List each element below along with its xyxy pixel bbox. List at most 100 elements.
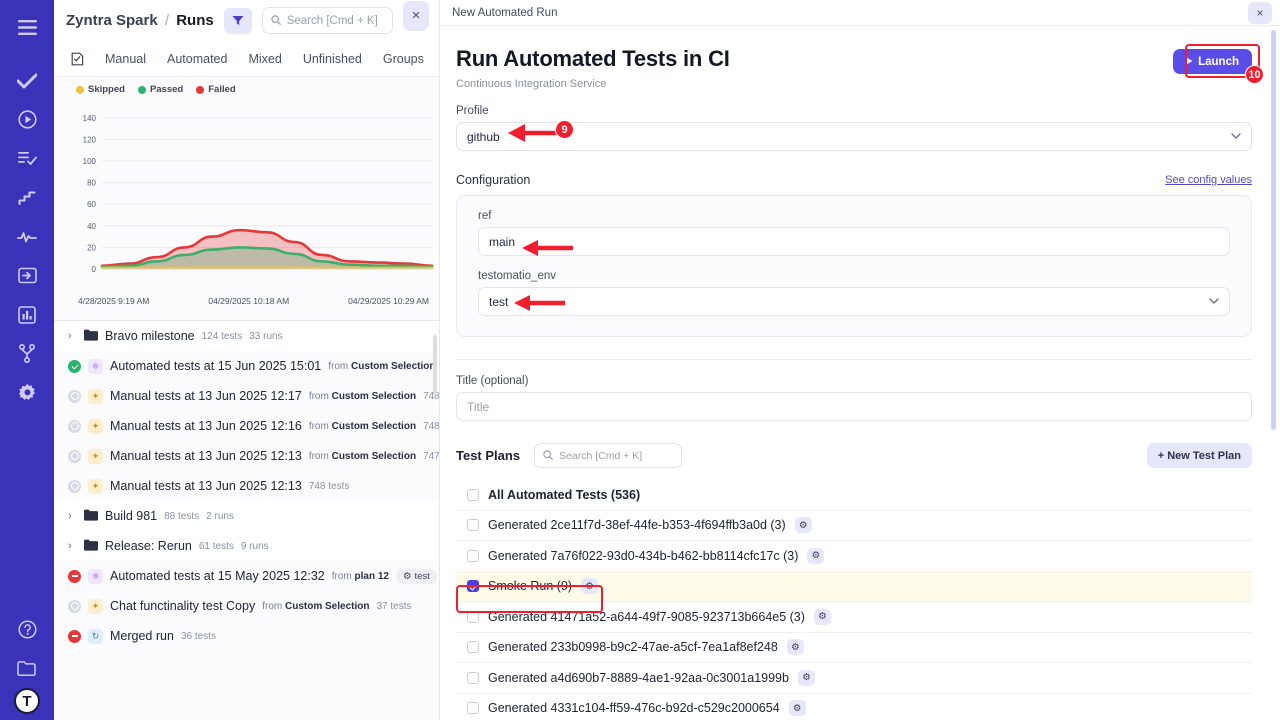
chart-x-axis: 4/28/2025 9:19 AM 04/29/2025 10:18 AM 04… <box>60 294 439 306</box>
run-row[interactable]: ✦ Manual tests at 13 Jun 2025 12:13 748 te… <box>54 471 439 501</box>
run-run-count: 2 runs <box>206 510 234 522</box>
tab-manual[interactable]: Manual <box>105 51 146 66</box>
test-plan-row[interactable]: Generated 7a76f022-93d0-434b-b462-bb8114… <box>456 541 1252 572</box>
stairs-icon[interactable] <box>0 178 54 217</box>
test-plan-row[interactable]: Generated 233b0998-b9c2-47ae-a5cf-7ea1af… <box>456 633 1252 663</box>
run-status-icon <box>68 389 81 403</box>
play-circle-icon[interactable] <box>0 100 54 139</box>
gear-icon[interactable]: ⚙ <box>794 517 812 534</box>
chevron-right-icon[interactable]: › <box>68 510 72 522</box>
activity-pulse-icon[interactable] <box>0 217 54 256</box>
legend-label-failed: Failed <box>208 84 236 95</box>
chevron-right-icon[interactable]: › <box>68 330 72 342</box>
folder-row[interactable]: › Release: Rerun 61 tests 9 runs <box>54 531 439 561</box>
run-name: Build 981 <box>105 509 158 523</box>
gear-icon[interactable]: ⚙ <box>807 547 825 564</box>
test-plan-checkbox[interactable] <box>467 580 479 593</box>
chevron-right-icon[interactable]: › <box>68 540 72 552</box>
test-plan-row[interactable]: Generated 2ce11f7d-38ef-44fe-b353-4f694f… <box>456 511 1252 541</box>
gear-icon[interactable]: ⚙ <box>788 700 806 717</box>
run-name: Release: Rerun <box>105 539 192 553</box>
test-plan-checkbox[interactable] <box>467 702 479 715</box>
ref-value: main <box>489 234 516 249</box>
list-check-icon[interactable] <box>0 139 54 178</box>
legend-dot-passed <box>137 85 146 94</box>
test-plan-row[interactable]: Generated 4331c104-ff59-476c-b92d-c529c2… <box>456 694 1252 720</box>
left-panel-scrollbar[interactable] <box>433 335 437 395</box>
tab-groups[interactable]: Groups <box>382 51 424 66</box>
breadcrumb-separator: / <box>164 12 170 29</box>
checklist-icon[interactable] <box>70 52 84 66</box>
test-plan-name: Generated 233b0998-b9c2-47ae-a5cf-7ea1af… <box>488 640 778 655</box>
run-status-icon <box>68 569 81 583</box>
test-plan-name: Generated 4331c104-ff59-476c-b92d-c529c2… <box>488 701 780 716</box>
check-icon[interactable] <box>0 61 54 100</box>
git-branch-icon[interactable] <box>0 334 54 373</box>
svg-text:100: 100 <box>83 157 97 166</box>
test-plan-row[interactable]: Smoke Run (9) ⚙ <box>456 571 1252 602</box>
close-icon[interactable]: × <box>403 0 429 31</box>
login-box-icon[interactable] <box>0 256 54 295</box>
run-row[interactable]: ✦ Manual tests at 13 Jun 2025 12:13 from C… <box>54 441 439 471</box>
section-divider <box>456 359 1252 360</box>
run-row[interactable]: ⚛ Automated tests at 15 May 2025 12:32 fro… <box>54 561 439 591</box>
runs-list: › Bravo milestone 124 tests 33 runs ⚛ Automat… <box>54 321 439 651</box>
run-test-count: 748 tests <box>308 480 350 492</box>
launch-button[interactable]: Launch <box>1173 49 1252 74</box>
x-tick-2: 04/29/2025 10:29 AM <box>348 296 429 306</box>
test-plan-checkbox[interactable] <box>467 641 479 654</box>
tab-unfinished[interactable]: Unfinished <box>302 51 362 66</box>
gear-icon[interactable]: ⚙ <box>797 669 815 686</box>
run-name: Automated tests at 15 May 2025 12:32 <box>110 569 325 583</box>
folder-row[interactable]: › Build 981 88 tests 2 runs <box>54 501 439 531</box>
test-plan-row[interactable]: Generated a4d690b7-8889-4ae1-92aa-0c3001… <box>456 663 1252 694</box>
run-row[interactable]: ✦ Manual tests at 13 Jun 2025 12:17 from C… <box>54 381 439 411</box>
search-icon <box>271 12 281 30</box>
run-source: from plan 12 <box>331 570 389 582</box>
tab-automated[interactable]: Automated <box>167 51 228 66</box>
test-plan-checkbox[interactable] <box>467 488 479 501</box>
gear-icon[interactable] <box>0 373 54 412</box>
testomatio-env-label: testomatio_env <box>478 270 556 282</box>
new-test-plan-button[interactable]: + New Test Plan <box>1146 443 1252 468</box>
modal-scrollbar[interactable] <box>1271 30 1276 430</box>
gear-icon[interactable]: ⚙ <box>786 639 804 656</box>
close-icon[interactable]: × <box>1248 1 1272 24</box>
run-type-icon: ✦ <box>88 478 103 494</box>
run-row[interactable]: ↻ Merged run 36 tests <box>54 621 439 651</box>
bar-chart-icon[interactable] <box>0 295 54 334</box>
help-circle-icon[interactable] <box>0 610 54 649</box>
test-plan-checkbox[interactable] <box>467 610 479 623</box>
breadcrumb-project[interactable]: Zyntra Spark <box>66 12 158 29</box>
gear-icon[interactable]: ⚙ <box>581 578 599 595</box>
test-plan-name: Generated 7a76f022-93d0-434b-b462-bb8114… <box>488 548 799 563</box>
run-tag[interactable]: ⚙ test <box>395 568 437 584</box>
run-test-count: 124 tests <box>201 330 243 342</box>
run-status-icon <box>68 419 81 433</box>
test-plan-row[interactable]: All Automated Tests (536) <box>456 480 1252 511</box>
gear-icon[interactable]: ⚙ <box>813 608 831 625</box>
ref-input[interactable]: main <box>478 227 1230 256</box>
legend-item-failed: Failed <box>196 84 236 95</box>
folder-icon[interactable] <box>0 649 54 688</box>
test-plan-checkbox[interactable] <box>467 671 479 684</box>
test-plan-checkbox[interactable] <box>467 519 479 532</box>
hamburger-menu-icon[interactable] <box>0 8 54 47</box>
title-input[interactable]: Title <box>456 392 1252 421</box>
run-row[interactable]: ⚛ Automated tests at 15 Jun 2025 15:01 fro… <box>54 351 439 381</box>
test-plan-row[interactable]: Generated 41471a52-a644-49f7-9085-923713… <box>456 602 1252 633</box>
testomatio-env-select[interactable]: test <box>478 287 1230 316</box>
run-row[interactable]: ✦ Chat functinality test Copy from Custom … <box>54 591 439 621</box>
run-row[interactable]: ✦ Manual tests at 13 Jun 2025 12:16 from C… <box>54 411 439 441</box>
folder-row[interactable]: › Bravo milestone 124 tests 33 runs <box>54 321 439 351</box>
search-input[interactable]: Search [Cmd + K] <box>261 7 393 34</box>
folder-icon <box>84 509 98 524</box>
user-avatar[interactable]: T <box>14 688 40 714</box>
filter-icon[interactable] <box>223 7 252 34</box>
tab-mixed[interactable]: Mixed <box>248 51 282 66</box>
breadcrumb: Zyntra Spark / Runs <box>66 12 214 29</box>
see-config-values-link[interactable]: See config values <box>1165 174 1252 186</box>
test-plan-checkbox[interactable] <box>467 549 479 562</box>
test-plans-search-input[interactable]: Search [Cmd + K] <box>534 443 683 468</box>
profile-select[interactable]: github <box>456 122 1252 151</box>
